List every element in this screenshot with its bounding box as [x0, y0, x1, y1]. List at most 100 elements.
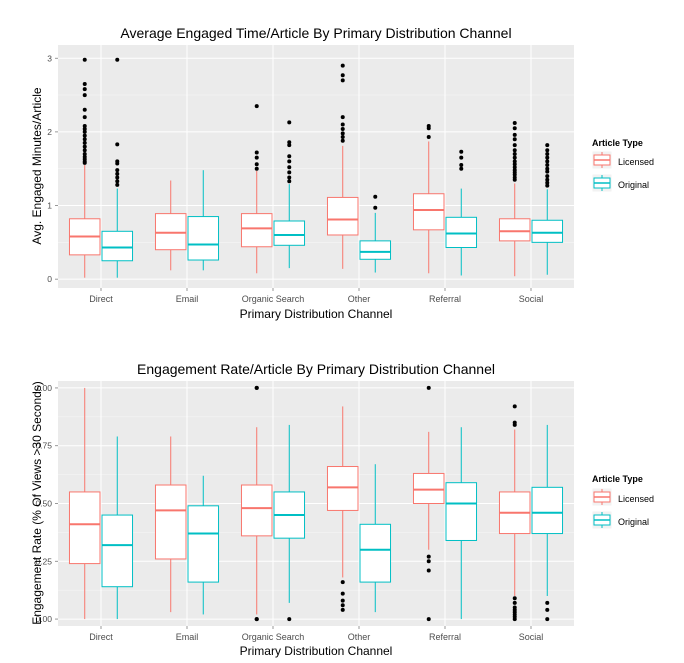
- outlier-point: [426, 559, 431, 564]
- chart-1-legend-label-licensed: Licensed: [618, 157, 654, 167]
- outlier-point: [545, 607, 550, 612]
- chart-2: Engagement Rate/Article By Primary Distr…: [30, 361, 654, 658]
- outlier-point: [254, 104, 259, 109]
- box-licensed-referral: [412, 385, 445, 622]
- outlier-point: [115, 171, 120, 176]
- box-licensed-organic-search: [240, 385, 273, 622]
- outlier-point: [82, 129, 87, 134]
- x-tick-label: Referral: [429, 294, 461, 304]
- outlier-point: [512, 155, 517, 160]
- outlier-point: [82, 126, 87, 131]
- chart-1-y-tick-labels: 0 1 2 3: [47, 53, 58, 284]
- outlier-point: [82, 154, 87, 159]
- outlier-point: [287, 617, 292, 622]
- chart-1-legend-title: Article Type: [592, 138, 643, 148]
- outlier-point: [459, 155, 464, 160]
- box-iqr: [359, 523, 392, 583]
- box-iqr: [412, 193, 445, 231]
- outlier-point: [512, 121, 517, 126]
- box-iqr: [359, 240, 392, 260]
- x-tick-label: Direct: [89, 294, 113, 304]
- outlier-point: [340, 135, 345, 140]
- y-tick-label: 1.00: [35, 383, 52, 393]
- outlier-point: [512, 151, 517, 156]
- outlier-point: [545, 174, 550, 179]
- box-original-organic-search: [273, 424, 306, 622]
- outlier-point: [459, 163, 464, 168]
- outlier-point: [459, 149, 464, 154]
- box-iqr: [154, 213, 187, 251]
- x-tick-label: Email: [176, 632, 199, 642]
- outlier-point: [512, 162, 517, 167]
- outlier-point: [545, 180, 550, 185]
- outlier-point: [82, 107, 87, 112]
- box-original-direct: [101, 436, 134, 620]
- outlier-point: [545, 617, 550, 622]
- box-licensed-direct: [68, 387, 101, 620]
- outlier-point: [512, 159, 517, 164]
- outlier-point: [512, 175, 517, 180]
- box-iqr: [240, 213, 273, 248]
- outlier-point: [340, 598, 345, 603]
- outlier-point: [512, 596, 517, 601]
- outlier-point: [340, 63, 345, 68]
- outlier-point: [287, 170, 292, 175]
- box-iqr: [531, 219, 564, 243]
- outlier-point: [254, 155, 259, 160]
- outlier-point: [82, 133, 87, 138]
- x-tick-label: Other: [348, 632, 371, 642]
- box-original-direct: [101, 57, 134, 278]
- outlier-point: [512, 600, 517, 605]
- chart-1-panel: [58, 45, 574, 288]
- outlier-point: [545, 169, 550, 174]
- chart-2-y-axis-label: Engagement Rate (% Of Views >30 Seconds): [30, 381, 44, 625]
- outlier-point: [254, 162, 259, 167]
- x-tick-label: Organic Search: [242, 294, 305, 304]
- box-iqr: [101, 514, 134, 588]
- box-original-referral: [445, 149, 478, 276]
- chart-2-y-tick-labels: 0.00 0.25 0.50 0.75 1.00: [35, 383, 58, 624]
- legend-key-licensed: [591, 150, 613, 170]
- chart-2-legend-title: Article Type: [592, 474, 643, 484]
- outlier-point: [512, 126, 517, 131]
- y-tick-label: 2: [47, 127, 52, 137]
- outlier-point: [512, 132, 517, 137]
- box-iqr: [68, 491, 101, 565]
- outlier-point: [115, 179, 120, 184]
- chart-2-boxes: [68, 385, 564, 622]
- outlier-point: [426, 124, 431, 128]
- outlier-point: [340, 591, 345, 596]
- outlier-point: [512, 143, 517, 148]
- chart-1-legend-keys: [591, 150, 613, 193]
- outlier-point: [545, 155, 550, 160]
- outlier-point: [115, 175, 120, 180]
- outlier-point: [115, 57, 120, 62]
- chart-1-x-tick-labels: Direct Email Organic Search Other Referral So…: [89, 288, 543, 304]
- chart-1-legend: Article Type Licensed Original: [591, 138, 654, 193]
- box-iqr: [498, 218, 531, 242]
- outlier-point: [512, 617, 517, 622]
- y-tick-label: 0.25: [35, 556, 52, 566]
- outlier-point: [82, 144, 87, 149]
- box-iqr: [445, 482, 478, 541]
- x-tick-label: Referral: [429, 632, 461, 642]
- outlier-point: [545, 177, 550, 182]
- x-tick-label: Direct: [89, 632, 113, 642]
- y-tick-label: 0: [47, 274, 52, 284]
- box-iqr: [187, 216, 220, 261]
- box-licensed-social: [498, 404, 531, 622]
- outlier-point: [287, 143, 292, 148]
- chart-1-title: Average Engaged Time/Article By Primary …: [120, 25, 511, 41]
- outlier-point: [82, 137, 87, 142]
- outlier-point: [287, 159, 292, 164]
- box-iqr: [101, 230, 134, 262]
- x-tick-label: Email: [176, 294, 199, 304]
- box-licensed-other: [326, 406, 359, 612]
- box-iqr: [240, 484, 273, 537]
- outlier-point: [340, 603, 345, 608]
- outlier-point: [512, 165, 517, 170]
- legend-key-original: [591, 173, 613, 193]
- outlier-point: [82, 82, 87, 87]
- outlier-point: [545, 143, 550, 148]
- box-iqr: [531, 486, 564, 535]
